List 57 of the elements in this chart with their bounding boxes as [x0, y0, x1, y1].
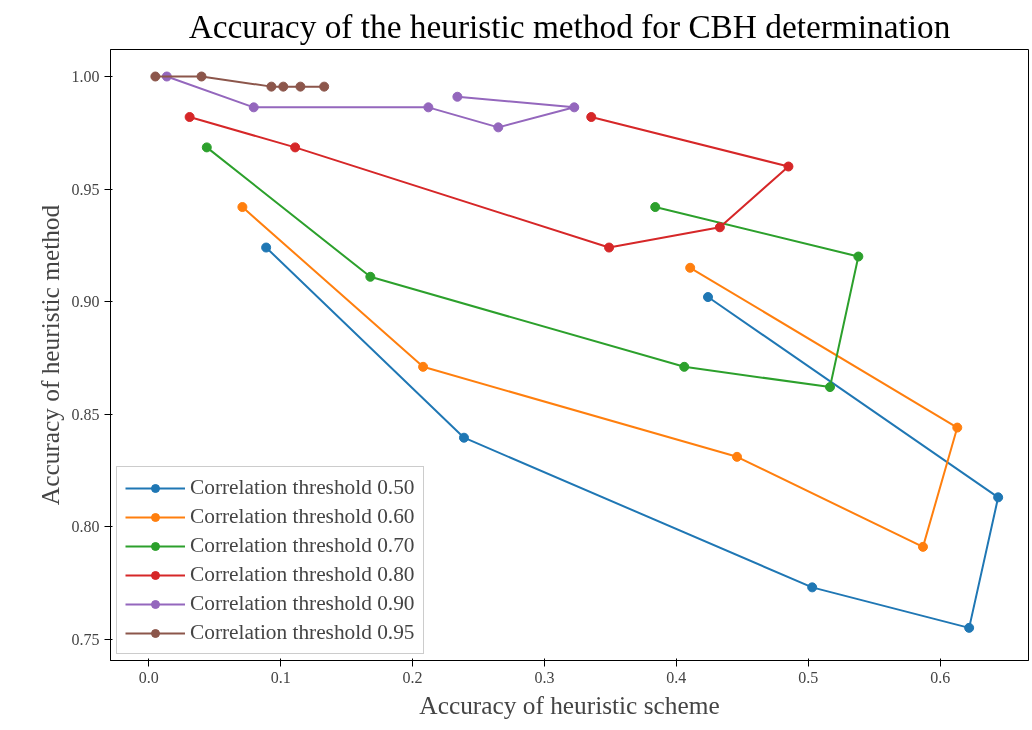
y-axis-title: Accuracy of heuristic method [35, 204, 64, 506]
y-tick-label: 0.95 [71, 180, 100, 198]
point [452, 91, 463, 102]
legend-label: Correlation threshold 0.70 [190, 533, 415, 558]
point [261, 242, 272, 253]
x-axis-title: Accuracy of heuristic scheme [419, 690, 720, 719]
x-tick-label: 0.6 [930, 668, 951, 686]
point [964, 622, 975, 633]
point [248, 102, 259, 113]
point [807, 582, 818, 593]
point [679, 361, 690, 372]
chart-title: Accuracy of the heuristic method for CBH determination [188, 7, 951, 45]
point [993, 492, 1004, 503]
legend-label: Correlation threshold 0.95 [190, 620, 415, 645]
x-tick-label: 0.1 [270, 668, 291, 686]
point [702, 292, 713, 303]
x-tick-label: 0.3 [534, 668, 555, 686]
point [493, 122, 504, 133]
point [714, 222, 725, 233]
point [237, 202, 248, 213]
x-tick-label: 0.4 [666, 668, 687, 686]
y-tick-label: 0.90 [71, 293, 100, 311]
point [952, 422, 963, 433]
point [365, 271, 376, 282]
x-tick-label: 0.2 [402, 668, 423, 686]
legend-label: Correlation threshold 0.80 [190, 562, 415, 587]
point [423, 102, 434, 113]
point [783, 161, 794, 172]
point [604, 242, 615, 253]
legend-label: Correlation threshold 0.90 [190, 591, 415, 616]
point [290, 142, 301, 153]
point [586, 112, 597, 122]
point [569, 102, 580, 113]
y-tick-label: 0.85 [71, 405, 100, 423]
legend-label: Correlation threshold 0.60 [190, 504, 415, 529]
point [278, 81, 289, 92]
point [319, 81, 330, 92]
x-tick-label: 0.0 [138, 668, 159, 686]
point [196, 71, 207, 82]
y-tick-label: 1.00 [71, 68, 100, 86]
point [184, 112, 195, 122]
point [732, 451, 743, 462]
point [295, 81, 306, 92]
point [650, 202, 661, 213]
legend-label: Correlation threshold 0.50 [190, 475, 415, 500]
point [418, 361, 429, 372]
point [150, 71, 161, 82]
point [201, 142, 212, 153]
point [458, 432, 469, 443]
point [853, 251, 864, 262]
y-tick-label: 0.80 [71, 518, 100, 536]
point [266, 81, 277, 92]
x-tick-label: 0.5 [798, 668, 819, 686]
y-tick-label: 0.75 [71, 630, 100, 648]
point [825, 382, 835, 393]
point [685, 262, 696, 273]
point [917, 541, 928, 552]
